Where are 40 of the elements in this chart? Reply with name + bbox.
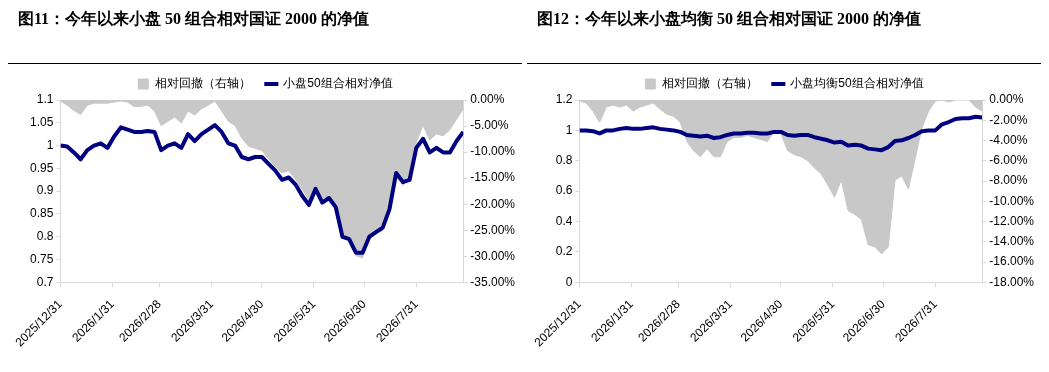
y2-tick-label: 0.00% <box>989 92 1024 107</box>
y2-tick-label: -30.00% <box>470 248 516 263</box>
legend-label: 相对回撤（右轴） <box>662 76 759 91</box>
y-tick-label: 0.7 <box>36 274 54 289</box>
y-tick-label: 0.9 <box>36 183 54 198</box>
y2-tick-label: -6.00% <box>989 153 1028 168</box>
y-tick-label: 0.75 <box>30 251 54 266</box>
y2-tick-label: -35.00% <box>470 274 516 289</box>
y-tick-label: 1 <box>46 137 54 152</box>
y-tick-label: 0.6 <box>555 183 573 198</box>
y2-tick-label: -5.00% <box>470 118 509 133</box>
y-tick-label: 1.2 <box>555 92 573 107</box>
y2-tick-label: -18.00% <box>989 274 1035 289</box>
y-tick-label: 0.85 <box>30 206 54 221</box>
y2-tick-label: -25.00% <box>470 222 516 237</box>
y2-tick-label: -8.00% <box>989 173 1028 188</box>
y2-tick-label: -2.00% <box>989 112 1028 127</box>
y-tick-label: 0.2 <box>555 244 573 259</box>
y2-tick-label: -20.00% <box>470 196 516 211</box>
legend-label: 小盘50组合相对净值 <box>283 76 393 91</box>
y2-tick-label: -12.00% <box>989 213 1035 228</box>
y-tick-label: 0 <box>565 274 573 289</box>
y2-tick-label: -16.00% <box>989 254 1035 269</box>
chart-title: 图11：今年以来小盘 50 组合相对国证 2000 的净值 <box>8 8 522 64</box>
y2-tick-label: -4.00% <box>989 132 1028 147</box>
legend-label: 相对回撤（右轴） <box>155 76 252 91</box>
y2-tick-label: 0.00% <box>470 92 505 107</box>
y-tick-label: 0.8 <box>555 153 573 168</box>
y-tick-label: 0.8 <box>36 229 54 244</box>
y-tick-label: 1.1 <box>36 92 54 107</box>
y2-tick-label: -10.00% <box>989 193 1035 208</box>
legend-label: 小盘均衡50组合相对净值 <box>790 76 924 91</box>
y2-tick-label: -14.00% <box>989 234 1035 249</box>
y-tick-label: 0.95 <box>30 160 54 175</box>
y-tick-label: 1.05 <box>30 115 54 130</box>
chart-title: 图12：今年以来小盘均衡 50 组合相对国证 2000 的净值 <box>527 8 1041 64</box>
y-tick-label: 1 <box>565 122 573 137</box>
y2-tick-label: -15.00% <box>470 170 516 185</box>
y2-tick-label: -10.00% <box>470 144 516 159</box>
y-tick-label: 0.4 <box>555 213 573 228</box>
